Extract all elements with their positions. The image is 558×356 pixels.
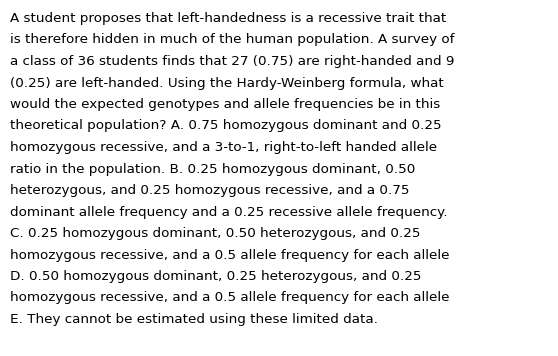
- Text: is therefore hidden in much of the human population. A survey of: is therefore hidden in much of the human…: [10, 33, 455, 47]
- Text: homozygous recessive, and a 3-to-1, right-to-left handed allele: homozygous recessive, and a 3-to-1, righ…: [10, 141, 437, 154]
- Text: dominant allele frequency and a 0.25 recessive allele frequency.: dominant allele frequency and a 0.25 rec…: [10, 205, 448, 219]
- Text: would the expected genotypes and allele frequencies be in this: would the expected genotypes and allele …: [10, 98, 440, 111]
- Text: D. 0.50 homozygous dominant, 0.25 heterozygous, and 0.25: D. 0.50 homozygous dominant, 0.25 hetero…: [10, 270, 421, 283]
- Text: E. They cannot be estimated using these limited data.: E. They cannot be estimated using these …: [10, 313, 378, 326]
- Text: (0.25) are left-handed. Using the Hardy-Weinberg formula, what: (0.25) are left-handed. Using the Hardy-…: [10, 77, 444, 89]
- Text: homozygous recessive, and a 0.5 allele frequency for each allele: homozygous recessive, and a 0.5 allele f…: [10, 248, 450, 262]
- Text: A student proposes that left-handedness is a recessive trait that: A student proposes that left-handedness …: [10, 12, 446, 25]
- Text: a class of 36 students finds that 27 (0.75) are right-handed and 9: a class of 36 students finds that 27 (0.…: [10, 55, 455, 68]
- Text: ratio in the population. B. 0.25 homozygous dominant, 0.50: ratio in the population. B. 0.25 homozyg…: [10, 162, 415, 176]
- Text: heterozygous, and 0.25 homozygous recessive, and a 0.75: heterozygous, and 0.25 homozygous recess…: [10, 184, 410, 197]
- Text: homozygous recessive, and a 0.5 allele frequency for each allele: homozygous recessive, and a 0.5 allele f…: [10, 292, 450, 304]
- Text: C. 0.25 homozygous dominant, 0.50 heterozygous, and 0.25: C. 0.25 homozygous dominant, 0.50 hetero…: [10, 227, 421, 240]
- Text: theoretical population? A. 0.75 homozygous dominant and 0.25: theoretical population? A. 0.75 homozygo…: [10, 120, 441, 132]
